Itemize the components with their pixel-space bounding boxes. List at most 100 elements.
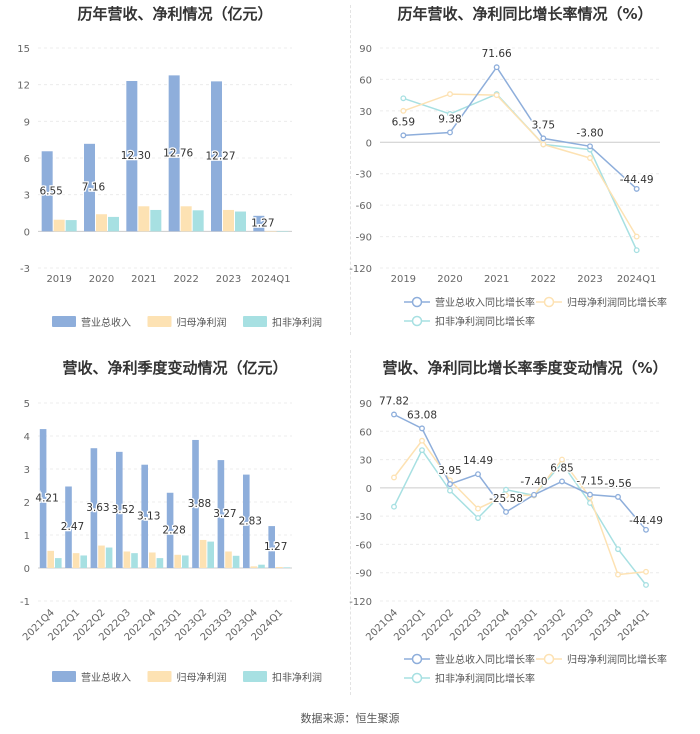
data-point: [419, 437, 425, 444]
chart-title: 营收、净利季度变动情况（亿元）: [62, 359, 288, 377]
legend-label: 归母净利润同比增长率: [567, 296, 667, 309]
data-source-note: 数据来源：恒生聚源: [300, 712, 400, 725]
data-point: [503, 492, 509, 499]
bar: [253, 215, 265, 232]
data-label: 2.83: [239, 515, 262, 527]
bar: [250, 566, 258, 568]
y-tick-label: 0: [24, 227, 30, 238]
data-point: [400, 107, 407, 114]
y-tick-label: -120: [349, 597, 372, 608]
bar: [211, 81, 222, 232]
y-tick-label: -1: [20, 597, 30, 608]
legend-swatch: [147, 671, 172, 682]
bar: [235, 211, 246, 232]
y-tick-label: 3: [24, 465, 30, 476]
y-tick-label: 3: [24, 191, 30, 202]
data-label: 3.63: [86, 502, 109, 514]
legend-label: 营业总收入: [81, 671, 131, 684]
x-tick-label: 2021: [131, 274, 156, 285]
data-point: [643, 568, 649, 575]
data-point: [447, 481, 453, 488]
x-tick-label: 2020: [89, 274, 114, 285]
y-tick-label: -60: [356, 540, 372, 551]
bar: [242, 474, 250, 568]
bar: [268, 526, 275, 568]
y-tick-label: -90: [356, 233, 372, 244]
annual-revenue-profit-chart: 历年营收、净利情况（亿元） -3 0 3 6 9 12 15 6.55 7.16 12.30 12.…: [0, 0, 350, 345]
bar: [96, 214, 107, 232]
bar: [72, 553, 80, 568]
y-tick-label: -120: [349, 264, 372, 275]
y-tick-label: 6: [24, 154, 30, 165]
data-label: 3.88: [188, 498, 211, 510]
data-point: [540, 141, 547, 148]
y-tick-label: 9: [24, 117, 30, 128]
x-tick-label: 2022: [173, 274, 198, 285]
legend-swatch: [147, 316, 172, 327]
legend-label: 扣非净利润同比增长率: [435, 315, 535, 328]
data-point: [615, 493, 621, 500]
bar: [150, 209, 162, 232]
annual-growth-rate-chart: 历年营收、净利同比增长率情况（%） -120 -90 -60 -30 0 30 60 90 6.…: [349, 0, 700, 345]
data-label: 7.16: [82, 182, 106, 194]
bar: [126, 81, 138, 232]
bar: [156, 558, 164, 568]
data-label: 3.95: [438, 465, 461, 477]
data-label: 1.27: [264, 541, 287, 553]
data-point: [475, 471, 481, 478]
data-label: -7.15: [576, 476, 603, 488]
data-point: [587, 491, 593, 498]
data-point: [400, 132, 407, 139]
legend-label: 归母净利润: [177, 671, 227, 684]
y-tick-label: 1: [24, 531, 30, 542]
legend-label: 营业总收入: [81, 316, 131, 329]
x-tick-label: 2021: [484, 274, 509, 285]
bar: [90, 448, 98, 568]
bar: [192, 210, 204, 232]
bar: [166, 492, 174, 568]
bar: [98, 545, 105, 568]
data-point: [633, 185, 640, 192]
chart-title: 历年营收、净利情况（亿元）: [77, 5, 273, 23]
data-point: [643, 526, 649, 533]
legend-marker: [411, 315, 423, 327]
legend-marker: [411, 653, 423, 665]
bar: [232, 555, 240, 568]
bar: [65, 220, 77, 232]
legend-swatch: [243, 671, 267, 682]
bar: [41, 151, 53, 232]
data-label: -3.80: [576, 127, 603, 139]
legend-label: 营业总收入同比增长率: [435, 653, 535, 666]
quarterly-growth-rate-chart: 营收、净利同比增长率季度变动情况（%） -120 -90 -60 -30 0 30 60 90…: [349, 345, 700, 700]
bar: [148, 552, 156, 568]
bar: [180, 206, 192, 232]
x-tick-label: 2024Q1: [251, 274, 291, 285]
bar: [275, 567, 283, 568]
data-point: [503, 509, 509, 515]
data-point: [643, 582, 649, 588]
bar: [199, 539, 207, 568]
data-label: 1.27: [251, 218, 274, 230]
y-tick-label: 60: [359, 75, 372, 86]
data-label: 12.76: [163, 147, 193, 159]
legend-swatch: [52, 316, 76, 327]
y-tick-label: 0: [366, 138, 372, 149]
bar: [123, 551, 131, 568]
y-tick-label: -90: [356, 569, 372, 580]
data-point: [493, 92, 500, 99]
series-line: [393, 448, 647, 586]
data-point: [400, 95, 407, 102]
chart-title: 历年营收、净利同比增长率情况（%）: [397, 5, 653, 23]
legend-label: 扣非净利润: [272, 316, 322, 329]
bar: [108, 216, 119, 232]
data-point: [391, 411, 397, 418]
y-tick-label: 30: [359, 456, 372, 467]
bar: [258, 564, 265, 568]
series-line: [393, 439, 647, 576]
data-point: [559, 478, 565, 485]
data-label: 4.21: [35, 493, 58, 505]
data-point: [493, 64, 500, 71]
data-point: [633, 247, 640, 254]
data-point: [587, 143, 593, 150]
